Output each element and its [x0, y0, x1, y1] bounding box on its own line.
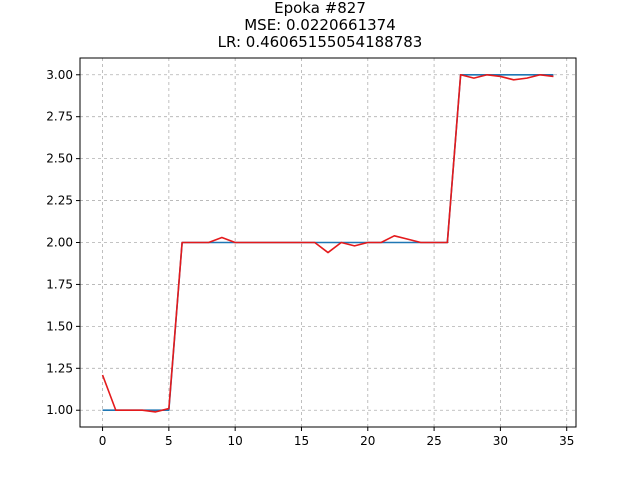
x-tick-label: 30 — [493, 434, 508, 448]
y-tick-label: 1.00 — [46, 403, 73, 417]
y-tick-label: 1.50 — [46, 319, 73, 333]
y-tick-label: 2.25 — [46, 194, 73, 208]
y-tick-label: 2.75 — [46, 110, 73, 124]
y-tick-label: 1.25 — [46, 361, 73, 375]
chart-title-line-1: Epoka #827 — [274, 0, 366, 17]
x-tick-label: 15 — [294, 434, 309, 448]
x-tick-label: 10 — [228, 434, 243, 448]
x-tick-label: 25 — [426, 434, 441, 448]
series-lines — [101, 73, 554, 413]
x-tick-label: 20 — [360, 434, 375, 448]
x-tick-label: 5 — [165, 434, 173, 448]
y-tick-label: 2.00 — [46, 236, 73, 250]
series-line-2 — [101, 73, 554, 413]
x-tick-label: 35 — [559, 434, 574, 448]
x-tick-label: 0 — [99, 434, 107, 448]
y-tick-label: 2.50 — [46, 152, 73, 166]
chart-title-line-2: MSE: 0.0220661374 — [244, 16, 396, 34]
y-tick-label: 1.75 — [46, 277, 73, 291]
chart-title-line-3: LR: 0.46065155054188783 — [217, 33, 423, 51]
axis-ticks: 0 5 10 15 20 25 30 35 1.00 1.25 1.50 1.75 2.00 2.25 2.… — [46, 68, 574, 448]
y-tick-label: 3.00 — [46, 68, 73, 82]
